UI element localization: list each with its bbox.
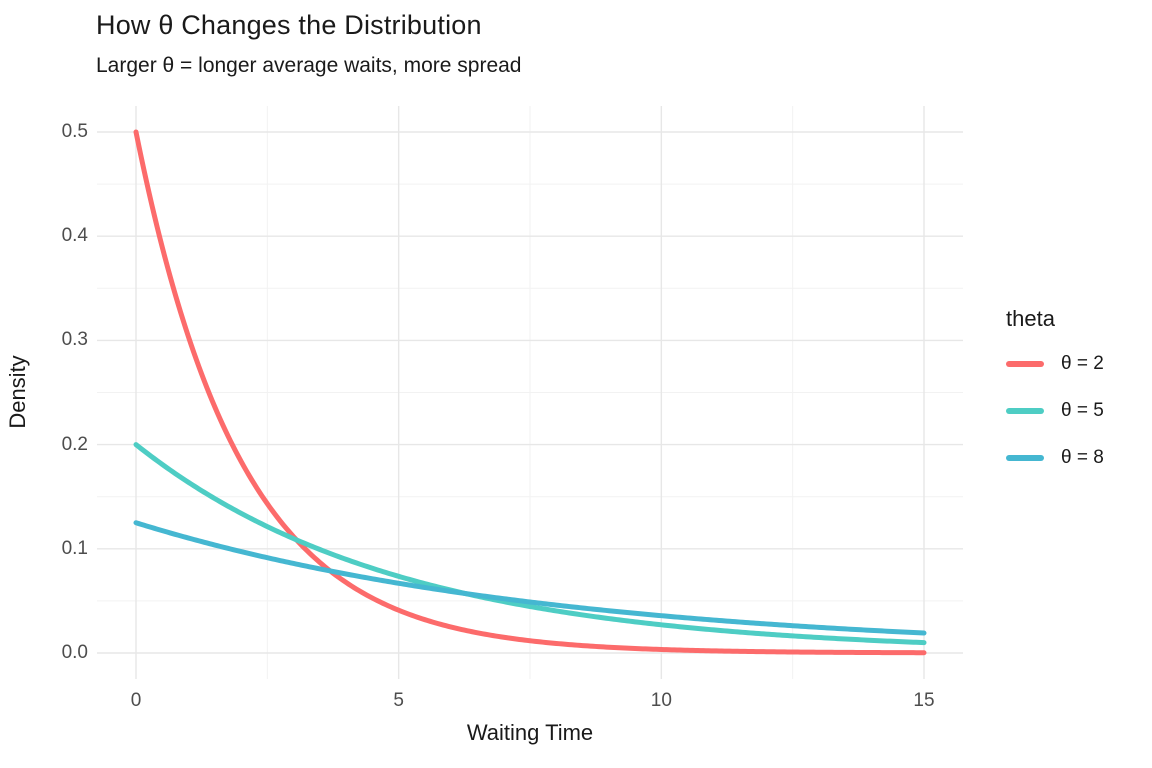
y-tick-label: 0.4 bbox=[61, 225, 88, 247]
legend-item: θ = 8 bbox=[1006, 447, 1104, 468]
legend-item: θ = 2 bbox=[1006, 353, 1104, 374]
curve-5 bbox=[133, 442, 927, 646]
x-axis-title: Waiting Time bbox=[466, 720, 594, 745]
legend-label: θ = 2 bbox=[1061, 353, 1104, 374]
grid-minor-lines bbox=[97, 106, 963, 679]
legend-key-line bbox=[1006, 408, 1044, 414]
density-curves bbox=[133, 129, 927, 656]
curve-8 bbox=[133, 520, 927, 636]
x-tick-label: 5 bbox=[393, 690, 404, 711]
y-tick-label: 0.1 bbox=[61, 537, 88, 559]
legend-key-line bbox=[1006, 361, 1044, 367]
legend-label: θ = 5 bbox=[1061, 400, 1104, 421]
y-tick-label: 0.3 bbox=[61, 329, 88, 351]
chart-subtitle: Larger θ = longer average waits, more sp… bbox=[96, 54, 522, 77]
y-tick-label: 0.2 bbox=[61, 433, 88, 455]
x-tick-label: 10 bbox=[650, 690, 672, 711]
chart-title: How θ Changes the Distribution bbox=[96, 10, 482, 40]
curve-2 bbox=[133, 129, 927, 656]
legend-key-line bbox=[1006, 455, 1044, 461]
y-tick-label: 0.0 bbox=[61, 642, 88, 663]
legend-items: θ = 2 θ = 5 θ = 8 bbox=[1006, 353, 1104, 468]
legend-title: theta bbox=[1006, 306, 1055, 331]
legend: theta θ = 2 θ = 5 θ = 8 bbox=[1006, 306, 1104, 495]
x-tick-label: 0 bbox=[130, 690, 142, 711]
y-axis-title: Density bbox=[5, 355, 30, 429]
x-tick-label: 15 bbox=[913, 690, 935, 711]
legend-label: θ = 8 bbox=[1061, 447, 1104, 468]
y-tick-label: 0.5 bbox=[61, 121, 88, 142]
legend-item: θ = 5 bbox=[1006, 400, 1104, 421]
